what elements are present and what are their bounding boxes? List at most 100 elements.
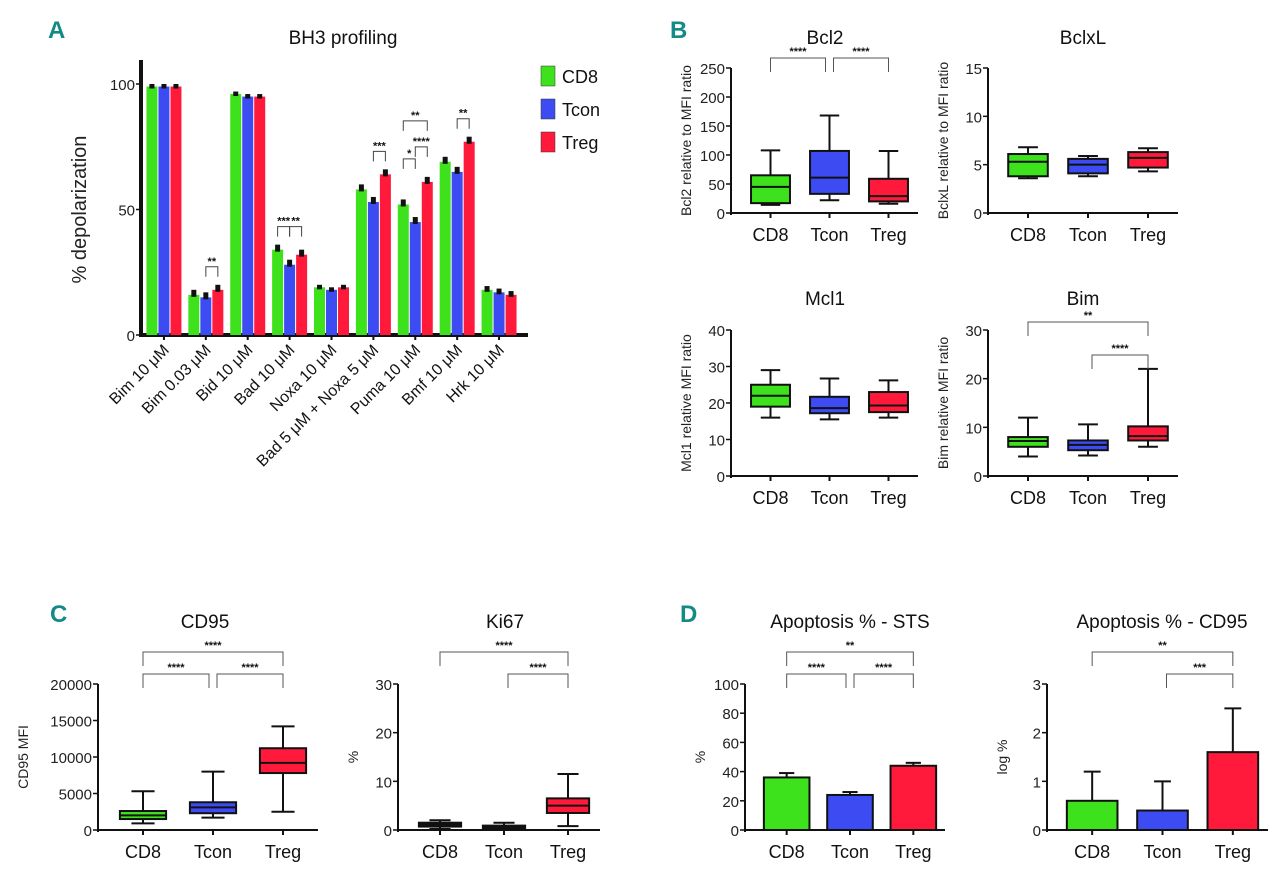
bar-treg — [1206, 751, 1260, 832]
y-tick-label: 100 — [700, 148, 725, 165]
chart-title: CD95 — [181, 612, 230, 633]
significance-bracket — [289, 226, 303, 237]
bar-cd8 — [188, 294, 200, 335]
legend-label: CD8 — [562, 67, 598, 87]
y-axis-label: BclxL relative to MFI ratio — [935, 62, 951, 220]
y-axis-label: Bim relative MFI ratio — [935, 337, 951, 469]
significance-bracket — [402, 158, 416, 169]
x-tick-label: Tcon — [831, 842, 869, 862]
y-tick-label: 15 — [965, 61, 982, 78]
y-tick-label: 60 — [722, 735, 739, 752]
significance-label: ** — [459, 108, 468, 120]
y-tick-label: 0 — [84, 823, 92, 840]
significance-bracket — [402, 120, 428, 131]
error-bar — [442, 156, 448, 164]
bar-tcon — [200, 297, 212, 335]
significance-label: ** — [1084, 310, 1093, 322]
significance-bracket — [507, 673, 569, 688]
bar-cd8 — [1065, 799, 1119, 831]
x-tick-label: Tcon — [810, 225, 848, 245]
x-tick-label: CD8 — [1010, 488, 1046, 508]
bar-tcon — [242, 96, 254, 335]
y-tick-label: 80 — [722, 706, 739, 723]
bar-treg — [296, 254, 308, 335]
error-bar — [299, 249, 305, 257]
bar-cd8 — [230, 94, 242, 335]
y-tick-label: 15000 — [50, 714, 92, 731]
x-tick-label: CD8 — [752, 488, 788, 508]
bar-tcon — [493, 292, 505, 335]
error-bar — [466, 136, 472, 144]
box-tcon — [1067, 157, 1109, 175]
bar-cd8 — [439, 161, 451, 335]
y-tick-label: 20 — [375, 726, 392, 743]
legend-label: Treg — [562, 133, 598, 153]
y-tick-label: 1 — [1033, 774, 1041, 791]
significance-label: **** — [1111, 343, 1129, 355]
chart-c-cd95: CD95 0 5000 10000 15000 20000 CD95 MFI CD8 Tcon T… — [15, 612, 318, 862]
bar-treg — [505, 294, 517, 335]
legend-swatch-treg — [540, 131, 556, 153]
x-tick-label: Treg — [1130, 225, 1166, 245]
x-tick-label: CD8 — [1074, 842, 1110, 862]
significance-bracket — [277, 226, 291, 237]
y-axis-label: % depolarization — [69, 136, 91, 284]
x-tick-label: CD8 — [769, 842, 805, 862]
y-tick-label: 2 — [1033, 726, 1041, 743]
y-tick-label: 20 — [965, 372, 982, 389]
y-tick-label: 10000 — [50, 750, 92, 767]
bar-cd8 — [146, 86, 158, 335]
bar-tcon — [326, 289, 337, 335]
significance-bracket — [1091, 354, 1149, 369]
y-tick-label: 0 — [127, 328, 135, 345]
x-tick-label: Treg — [1215, 842, 1251, 862]
significance-label: **** — [789, 46, 807, 58]
box-cd8 — [1007, 153, 1049, 178]
y-tick-label: 0 — [974, 469, 982, 486]
significance-bracket — [786, 673, 847, 688]
panel-label-c: C — [50, 601, 67, 628]
x-tick-label: Treg — [1130, 488, 1166, 508]
error-bar — [508, 291, 514, 297]
error-bar — [203, 292, 209, 300]
panel-label-b: B — [670, 17, 687, 44]
y-tick-label: 0 — [731, 823, 739, 840]
chart-d-cd95: Apoptosis % - CD95 0 1 2 3 log % CD8 Tcon Treg **… — [994, 612, 1268, 862]
bar-treg — [338, 287, 349, 335]
significance-bracket — [456, 118, 470, 129]
error-bar — [191, 289, 197, 297]
error-bar — [454, 166, 460, 174]
significance-label: **** — [875, 662, 893, 674]
error-bar — [257, 94, 263, 99]
error-bar — [412, 217, 418, 225]
box-treg — [1127, 425, 1169, 442]
y-tick-label: 50 — [708, 177, 725, 194]
error-bar — [245, 94, 251, 99]
significance-bracket — [853, 673, 914, 688]
error-bar — [424, 176, 430, 184]
significance-bracket — [439, 651, 569, 666]
significance-bracket — [142, 651, 284, 666]
y-axis-label: Mcl1 relative MFI ratio — [678, 334, 694, 472]
x-tick-label: Tcon — [1069, 488, 1107, 508]
x-tick-label: CD8 — [125, 842, 161, 862]
chart-title: Bcl2 — [807, 28, 844, 49]
significance-bracket — [1091, 651, 1234, 666]
error-bar — [287, 259, 293, 267]
panel-label-d: D — [680, 601, 697, 628]
chart-b-bclxl: BclxL 0 5 10 15 BclxL relative to MFI ratio CD… — [935, 28, 1178, 245]
significance-label: *** — [277, 216, 291, 228]
bar-treg — [889, 764, 938, 832]
significance-label: ** — [1158, 640, 1167, 652]
chart-title: Apoptosis % - STS — [770, 612, 929, 633]
y-tick-label: 0 — [1033, 823, 1041, 840]
chart-title: Apoptosis % - CD95 — [1076, 612, 1247, 633]
error-bar — [329, 287, 334, 292]
bar-tcon — [826, 793, 874, 832]
y-tick-label: 30 — [375, 677, 392, 694]
bar-treg — [170, 86, 182, 335]
bar-tcon — [158, 86, 170, 335]
legend-label: Tcon — [562, 100, 600, 120]
